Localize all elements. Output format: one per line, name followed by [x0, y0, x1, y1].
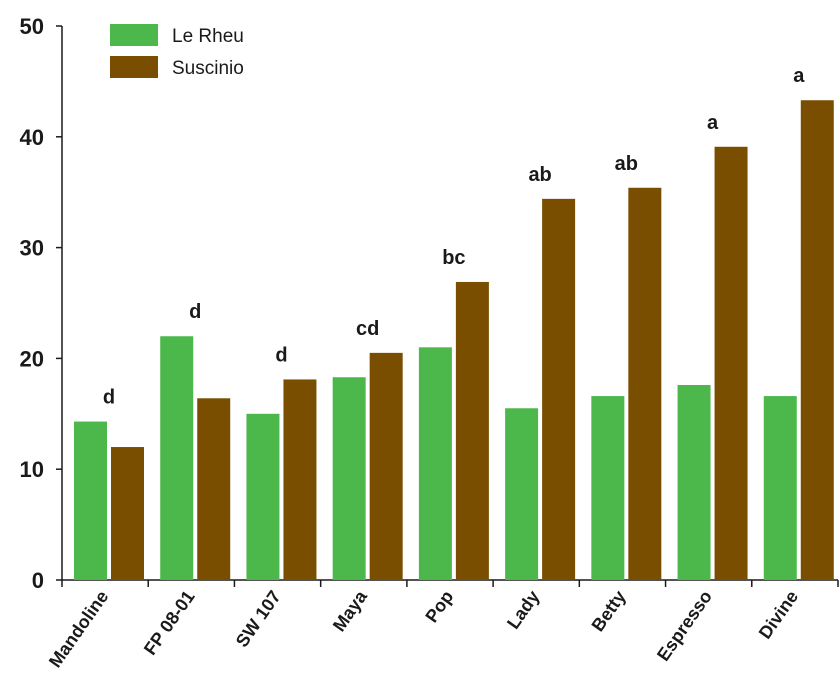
y-tick-label: 10	[20, 457, 44, 482]
significance-label: cd	[356, 318, 379, 340]
y-tick-label: 30	[20, 236, 44, 261]
y-tick-label: 20	[20, 346, 44, 371]
significance-label: d	[103, 387, 115, 409]
bar	[111, 447, 144, 580]
significance-label: ab	[615, 153, 638, 175]
y-axis: 0 10 20 30 40 50	[20, 14, 63, 593]
significance-label: bc	[442, 247, 465, 269]
bar	[160, 336, 194, 580]
legend-swatch	[110, 24, 158, 46]
x-tick-label: Betty	[588, 587, 630, 635]
x-tick-label: Divine	[755, 587, 802, 643]
x-tick-label: SW 107	[232, 587, 285, 651]
bar	[505, 408, 539, 580]
bar	[418, 347, 452, 580]
bar	[591, 396, 625, 580]
x-tick-label: FP 08-01	[140, 587, 199, 659]
bar	[197, 398, 231, 580]
bar	[283, 379, 317, 580]
legend-label: Le Rheu	[172, 26, 244, 47]
significance-labels: d d d cd bc ab ab a a	[103, 65, 805, 408]
bar	[455, 281, 489, 580]
y-tick-label: 0	[32, 568, 44, 593]
bar	[800, 100, 834, 581]
significance-label: a	[793, 65, 805, 87]
significance-label: d	[275, 344, 287, 366]
bar	[332, 377, 366, 580]
bar	[628, 187, 662, 580]
legend: Le Rheu Suscinio	[110, 24, 244, 79]
legend-swatch	[110, 56, 158, 78]
legend-label: Suscinio	[172, 58, 244, 79]
x-tick-label: Maya	[329, 586, 372, 635]
x-axis: Mandoline FP 08-01 SW 107 Maya Pop Lady Betty E…	[45, 579, 839, 671]
bar	[542, 198, 576, 580]
x-tick-label: Lady	[503, 587, 543, 633]
significance-label: a	[707, 112, 719, 134]
bar	[714, 146, 748, 580]
bar	[677, 384, 711, 580]
significance-label: d	[189, 301, 201, 323]
bar	[74, 421, 107, 580]
y-tick-label: 40	[20, 125, 44, 150]
bar	[246, 413, 280, 580]
y-tick-label: 50	[20, 14, 44, 39]
bar	[369, 352, 403, 580]
x-tick-label: Espresso	[653, 587, 716, 665]
bars	[74, 100, 834, 581]
x-tick-label: Mandoline	[45, 587, 112, 671]
significance-label: ab	[528, 164, 551, 186]
bar	[763, 396, 797, 580]
x-tick-label: Pop	[421, 587, 457, 626]
